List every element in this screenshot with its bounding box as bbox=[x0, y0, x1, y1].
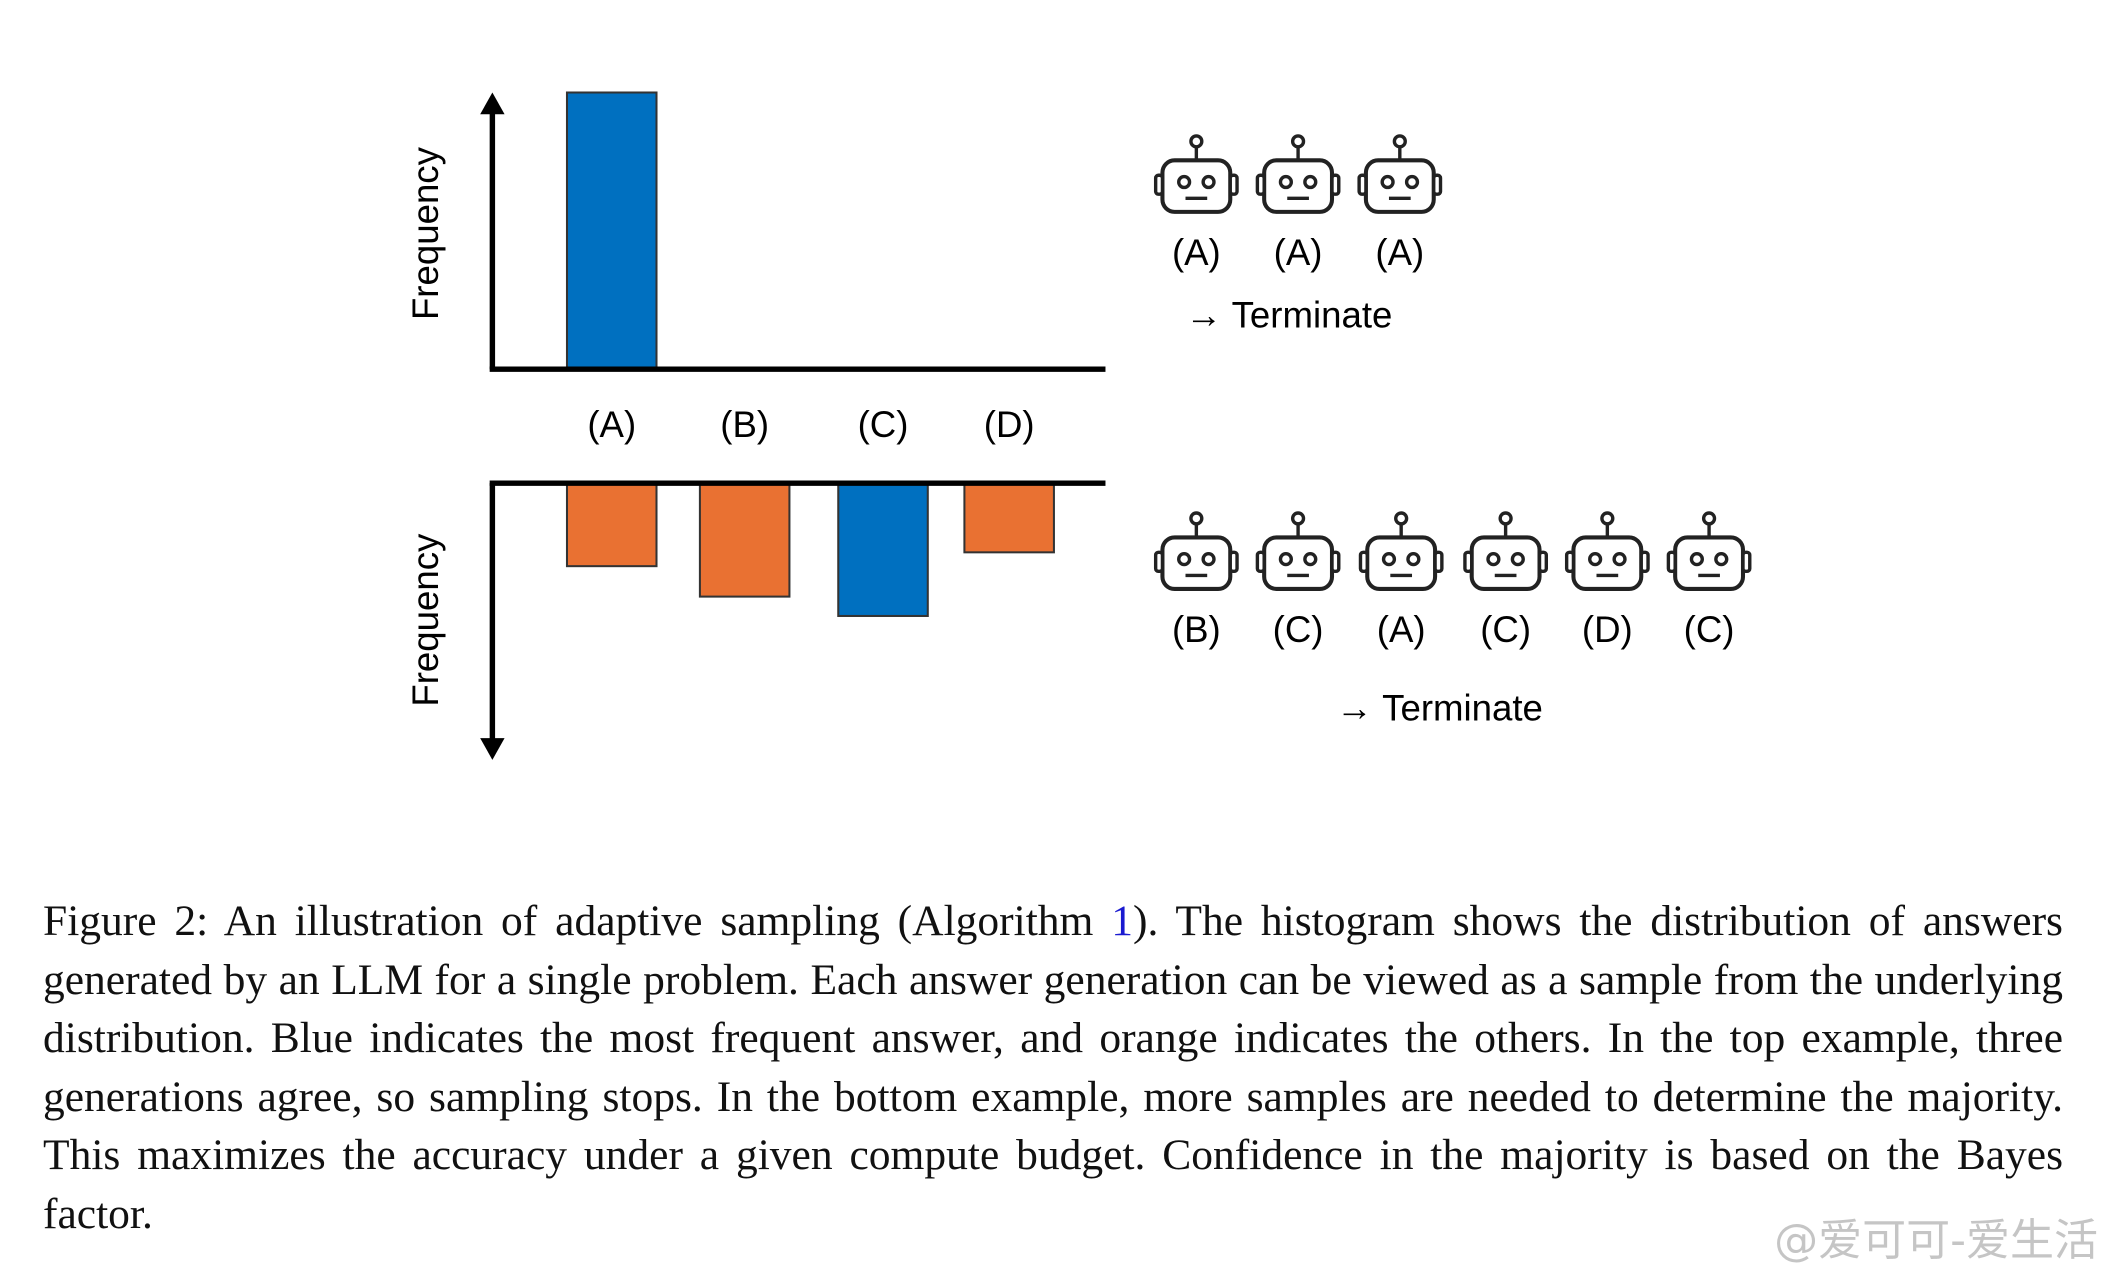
axis-arrow bbox=[480, 92, 505, 115]
caption: Figure 2: An illustration of adaptive sa… bbox=[43, 892, 2063, 1243]
caption-text: ). The histogram shows the distribution … bbox=[43, 897, 2063, 1238]
x-tick-label: (C) bbox=[858, 404, 909, 445]
robot-icon bbox=[1257, 136, 1338, 212]
sample-label: (A) bbox=[1377, 609, 1426, 650]
robot-icon bbox=[1668, 513, 1749, 589]
sample-label: (C) bbox=[1480, 609, 1531, 650]
sample-label: (C) bbox=[1273, 609, 1324, 650]
robot-icon bbox=[1359, 136, 1440, 212]
algorithm-link[interactable]: 1 bbox=[1111, 897, 1133, 945]
figure: Frequency (A) (A) (A) → Terminate Frequency (B… bbox=[405, 91, 2116, 760]
terminate-label: → Terminate bbox=[1336, 688, 1543, 729]
bar bbox=[963, 482, 1055, 554]
robot-icon bbox=[1156, 136, 1237, 212]
y-axis-label: Frequency bbox=[405, 146, 446, 320]
bar bbox=[698, 482, 791, 598]
axis-arrow bbox=[480, 738, 505, 760]
sample-label: (B) bbox=[1172, 609, 1221, 650]
watermark: @爱可可-爱生活 bbox=[1774, 1215, 2098, 1266]
x-tick-label: (B) bbox=[720, 404, 769, 445]
bar bbox=[565, 482, 658, 568]
sample-label: (A) bbox=[1375, 232, 1424, 273]
sample-label: (A) bbox=[1172, 232, 1221, 273]
x-tick-label: (D) bbox=[984, 404, 1035, 445]
y-axis-label: Frequency bbox=[405, 533, 446, 707]
sample-label: (D) bbox=[1582, 609, 1633, 650]
bar bbox=[565, 91, 658, 371]
robot-icon bbox=[1567, 513, 1648, 589]
terminate-label: → Terminate bbox=[1186, 294, 1393, 335]
robot-icon bbox=[1360, 513, 1441, 589]
sample-label: (A) bbox=[1274, 232, 1323, 273]
sample-label: (C) bbox=[1684, 609, 1735, 650]
robot-icon bbox=[1465, 513, 1546, 589]
x-tick-label: (A) bbox=[587, 404, 636, 445]
robot-icon bbox=[1257, 513, 1338, 589]
caption-text: Figure 2: An illustration of adaptive sa… bbox=[43, 897, 1112, 945]
bar bbox=[837, 482, 929, 617]
robot-icon bbox=[1156, 513, 1237, 589]
